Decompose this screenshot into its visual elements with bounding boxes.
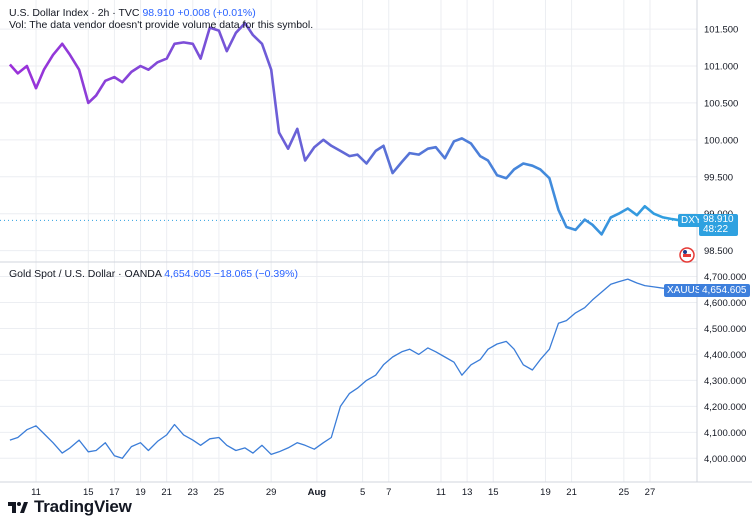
grid-lines [0, 0, 697, 482]
x-tick-label: Aug [308, 487, 327, 498]
dxy-price-tag-value: 98.910 [703, 214, 734, 225]
dxy-change: +0.008 [177, 7, 210, 19]
dxy-change-pct: (+0.01%) [212, 7, 256, 19]
x-tick-label: 19 [540, 487, 551, 498]
tradingview-logo[interactable]: TradingView [8, 497, 132, 517]
gold-y-tick-label: 4,200.000 [704, 402, 746, 413]
x-tick-label: 21 [161, 487, 172, 498]
gold-y-tick-label: 4,400.000 [704, 350, 746, 361]
gold-y-tick-label: 4,300.000 [704, 376, 746, 387]
gold-y-tick-label: 4,600.000 [704, 298, 746, 309]
gold-legend[interactable]: Gold Spot / U.S. Dollar · OANDA 4,654.60… [9, 268, 298, 280]
x-tick-label: 11 [31, 487, 41, 498]
gold-y-tick-label: 4,100.000 [704, 428, 746, 439]
gold-y-tick-label: 4,700.000 [704, 272, 746, 283]
dxy-y-tick-label: 100.000 [704, 135, 738, 146]
gold-series-line [9, 278, 681, 459]
x-tick-label: 25 [214, 487, 225, 498]
gold-y-tick-label: 4,000.000 [704, 454, 746, 465]
gold-change: −18.065 [213, 268, 253, 280]
tradingview-logo-icon [8, 502, 28, 513]
x-tick-label: 29 [266, 487, 277, 498]
x-tick-label: 27 [645, 487, 656, 498]
dxy-series-tag: DXY [678, 214, 705, 227]
dxy-y-tick-label: 100.500 [704, 98, 738, 109]
dxy-y-tick-label: 101.000 [704, 62, 738, 73]
dxy-price-tag-countdown: 48:22 [703, 224, 729, 235]
dxy-title: U.S. Dollar Index · 2h · TVC [9, 7, 140, 19]
x-tick-label: 15 [83, 487, 94, 498]
brand-name: TradingView [34, 497, 132, 516]
dxy-y-tick-label: 98.500 [704, 246, 733, 257]
x-tick-label: 23 [188, 487, 199, 498]
gold-change-pct: (−0.39%) [255, 268, 298, 280]
volume-note: Vol: The data vendor doesn't provide vol… [9, 19, 314, 31]
x-tick-label: 19 [135, 487, 146, 498]
dxy-y-tick-label: 101.500 [704, 25, 738, 36]
x-tick-label: 17 [109, 487, 120, 498]
x-tick-label: 13 [462, 487, 473, 498]
x-tick-label: 7 [386, 487, 391, 498]
time-axis: 11 15 17 19 21 23 25 29 Aug 5 7 11 13 15 19 21 25 27 [31, 487, 655, 498]
x-tick-label: 21 [566, 487, 577, 498]
gold-price-axis: 4,700.000 4,600.000 4,500.000 4,400.000 4,30… [704, 272, 746, 465]
gold-last-value: 4,654.605 [164, 268, 211, 280]
gold-price-tag: 4,654.605 [699, 284, 750, 297]
gold-y-tick-label: 4,500.000 [704, 324, 746, 335]
dxy-y-tick-label: 99.500 [704, 172, 733, 183]
x-tick-label: 11 [436, 487, 446, 498]
gold-title: Gold Spot / U.S. Dollar · OANDA [9, 268, 162, 280]
x-tick-label: 5 [360, 487, 365, 498]
dxy-last-value: 98.910 [142, 7, 175, 19]
dxy-legend[interactable]: U.S. Dollar Index · 2h · TVC 98.910 +0.0… [9, 7, 256, 19]
x-tick-label: 25 [619, 487, 630, 498]
x-tick-label: 15 [488, 487, 499, 498]
dxy-price-tag: 98.910 48:22 [699, 214, 738, 236]
dxy-series-line [8, 21, 681, 236]
event-flag-icon[interactable] [679, 247, 695, 263]
